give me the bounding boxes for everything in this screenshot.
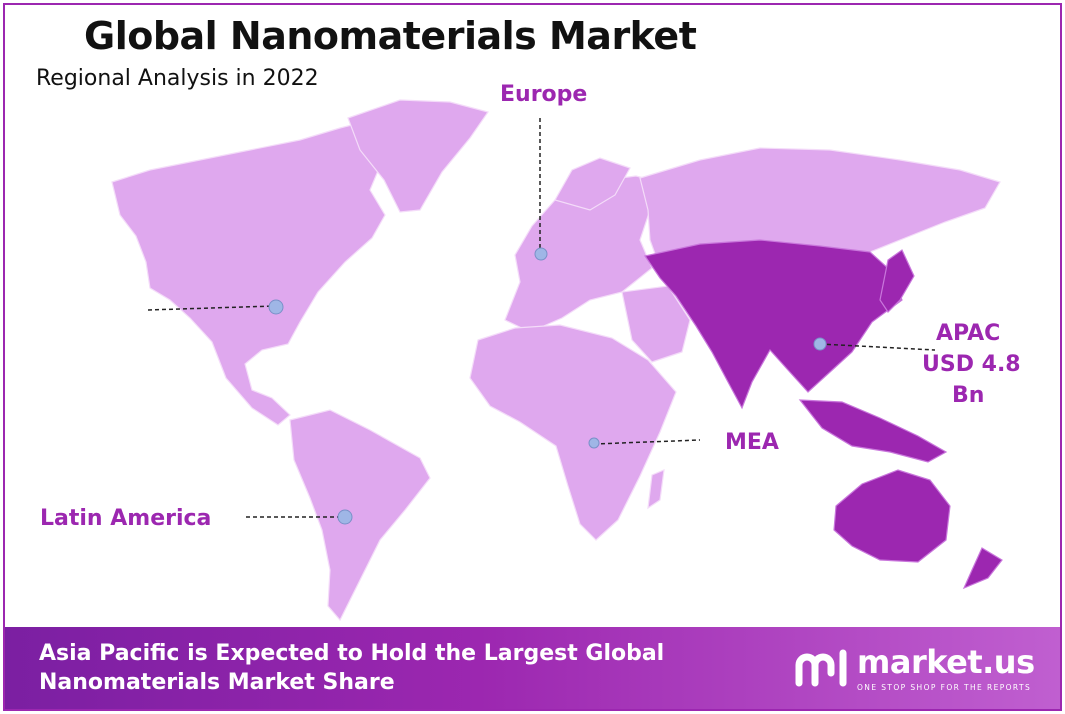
footer-banner: Asia Pacific is Expected to Hold the Lar… <box>5 627 1060 709</box>
new-zealand-region <box>962 547 1003 590</box>
brand-tagline: ONE STOP SHOP FOR THE REPORTS <box>857 683 1032 692</box>
page-subtitle: Regional Analysis in 2022 <box>36 66 319 91</box>
australia-region <box>833 469 951 563</box>
south-america-region <box>289 409 431 622</box>
europe-marker <box>534 247 548 261</box>
japan-region <box>879 249 915 313</box>
market-us-logo-icon <box>795 649 847 687</box>
greenland-region <box>347 99 489 213</box>
latin-america-marker <box>337 509 353 525</box>
apac-leader-line <box>819 343 936 351</box>
apac-value-line1: USD 4.8 <box>922 352 1021 377</box>
africa-region <box>469 324 677 541</box>
footer-line-2: Nanomaterials Market Share <box>39 670 395 695</box>
north-america-marker <box>268 299 284 315</box>
mea-marker <box>588 437 600 449</box>
apac-value-line2: Bn <box>952 383 985 408</box>
mea-label: MEA <box>725 430 779 455</box>
mea-leader-line <box>593 439 701 445</box>
brand-name: market.us <box>857 643 1035 681</box>
latin-america-label: Latin America <box>40 506 212 531</box>
apac-marker <box>813 337 827 351</box>
brand-logo-block: market.us ONE STOP SHOP FOR THE REPORTS <box>793 643 1043 695</box>
europe-label: Europe <box>500 82 588 107</box>
madagascar-region <box>647 469 665 510</box>
southeast-asia-islands <box>798 399 948 463</box>
north-america-leader-line <box>147 305 275 311</box>
footer-line-1: Asia Pacific is Expected to Hold the Lar… <box>39 641 665 666</box>
scandinavia-region <box>554 157 631 211</box>
footer-message: Asia Pacific is Expected to Hold the Lar… <box>39 639 664 697</box>
apac-label: APAC <box>936 321 1001 346</box>
page-title: Global Nanomaterials Market <box>84 14 697 58</box>
world-map <box>111 99 1003 622</box>
apac-region <box>644 239 903 410</box>
